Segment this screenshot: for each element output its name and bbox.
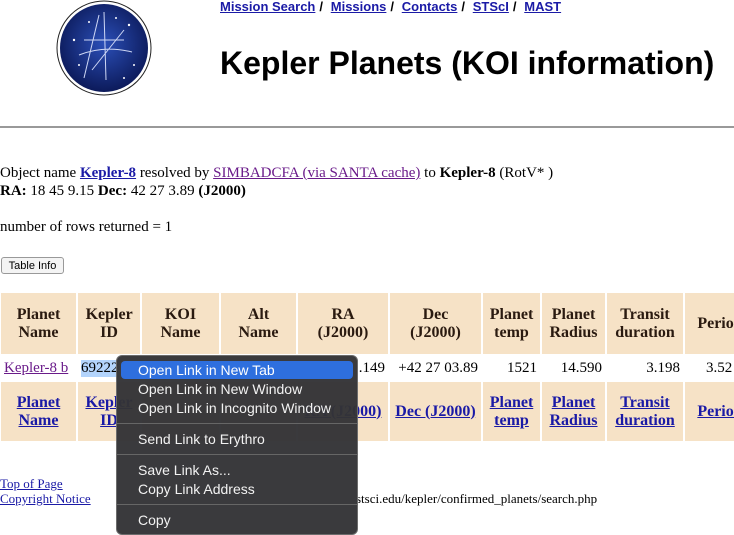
menu-item[interactable]: Open Link in Incognito Window [138, 400, 331, 416]
footer-cell: Transit duration [607, 382, 683, 441]
footer-cell: Period [685, 382, 734, 441]
data-cell: 1521 [483, 356, 540, 381]
sort-link[interactable]: Transit duration [615, 393, 675, 429]
footer-cell: Planet temp [483, 382, 540, 441]
menu-item[interactable]: Copy Link Address [138, 481, 255, 497]
sort-link[interactable]: Period [697, 402, 734, 420]
kepler-id: 69222 [81, 360, 119, 377]
sort-link[interactable]: Planet Name [16, 393, 61, 429]
header-cell: Planet Radius [542, 293, 605, 354]
footer-cell: Planet Name [1, 382, 76, 441]
object-type: (RotV* ) [499, 165, 554, 181]
footer-link[interactable]: Copyright Notice [0, 491, 91, 506]
nav-separator: / [319, 0, 323, 14]
logo [56, 0, 152, 96]
header-cell: Planet Name [1, 293, 76, 354]
header-label: Transit duration [615, 305, 675, 341]
header-label: Period [697, 314, 734, 332]
resolve-line: Object name Kepler-8 resolved by SIMBADC… [0, 165, 553, 182]
menu-item[interactable]: Copy [138, 512, 171, 528]
nav-link[interactable]: Mission Search [220, 0, 316, 14]
cell-value: +42 27 03.89 [398, 360, 478, 376]
nav-separator: / [512, 0, 517, 14]
planet-link[interactable]: Kepler-8 b [4, 360, 69, 376]
header-label: KOI Name [160, 305, 201, 341]
footer-link[interactable]: Top of Page [0, 476, 63, 491]
header-cell: Planet temp [483, 293, 540, 354]
nav-link[interactable]: Missions [330, 0, 387, 14]
menu-item[interactable]: Open Link in New Window [138, 381, 303, 397]
nav-link[interactable]: MAST [524, 0, 562, 14]
cell-value: 3.198 [646, 360, 680, 376]
sort-link[interactable]: Dec (J2000) [395, 402, 476, 420]
header-label: Planet Name [16, 305, 61, 341]
data-cell: Kepler-8 b [1, 356, 76, 381]
menu-separator [117, 423, 357, 424]
sort-link[interactable]: Planet temp [489, 393, 534, 429]
data-cell: .149 [298, 356, 388, 381]
header-cell: Kepler ID [78, 293, 140, 354]
header-cell: KOI Name [142, 293, 219, 354]
header-cell: Transit duration [607, 293, 683, 354]
menu-item[interactable]: Send Link to Erythro [138, 431, 265, 447]
context-menu: Open Link in New Tab Open Link in New Win… [116, 355, 358, 535]
url-text: stsci.edu/kepler/confirmed_planets/searc… [356, 491, 598, 506]
object-link[interactable]: Kepler-8 [79, 165, 137, 181]
header-label: Planet temp [489, 305, 534, 341]
data-cell: 3.52 [685, 356, 734, 381]
service-link[interactable]: SIMBADCFA (via SANTA cache) [213, 165, 421, 181]
page-title: Kepler Planets (KOI information) [220, 45, 715, 81]
footer-cell: Dec (J2000) [390, 382, 481, 441]
text: resolved by [139, 165, 210, 181]
menu-separator [117, 504, 357, 505]
header-label: RA (J2000) [317, 305, 369, 341]
header-cell: Alt Name [221, 293, 296, 354]
footer-cell: Planet Radius [542, 382, 605, 441]
epoch: (J2000) [198, 183, 246, 199]
menu-separator [117, 454, 357, 455]
label: Dec: [97, 183, 128, 199]
nav-link[interactable]: Contacts [401, 0, 458, 14]
header-cell: RA (J2000) [298, 293, 388, 354]
ra-value: 18 45 9.15 [30, 183, 95, 199]
coords-line: RA: 18 45 9.15 Dec: 42 27 3.89 (J2000) [0, 183, 246, 200]
table-info-button[interactable]: Table Info [1, 257, 64, 274]
data-cell: +42 27 03.89 [390, 356, 481, 381]
header-cell: Period [685, 293, 734, 354]
cell-value: 14.590 [560, 360, 602, 376]
header-label: Planet Radius [549, 305, 598, 341]
cell-value: 1521 [507, 360, 537, 376]
cell-value: 3.52 [706, 360, 733, 376]
menu-item[interactable]: Open Link in New Tab [121, 361, 353, 379]
nav-separator: / [461, 0, 465, 14]
resolved-name: Kepler-8 [439, 165, 496, 181]
text: Object name [0, 165, 77, 181]
label: RA: [0, 183, 27, 199]
cell-value: .149 [358, 360, 385, 376]
nav-link[interactable]: STScI [472, 0, 509, 14]
data-cell: 69222 [78, 356, 140, 381]
data-cell: 3.198 [607, 356, 683, 381]
header-cell: Dec (J2000) [390, 293, 481, 354]
data-cell: 14.590 [542, 356, 605, 381]
text: to [424, 165, 436, 181]
header-label: Alt Name [238, 305, 279, 341]
menu-item[interactable]: Save Link As... [138, 462, 231, 478]
dec-value: 42 27 3.89 [130, 183, 195, 199]
sort-link[interactable]: Planet Radius [549, 393, 598, 429]
header-label: Dec (J2000) [410, 305, 461, 341]
rows-returned: number of rows returned = 1 [0, 219, 173, 235]
header-label: Kepler ID [85, 305, 133, 341]
divider [0, 126, 734, 128]
nav-separator: / [390, 0, 394, 14]
nav-bar: Mission Search / Missions / Contacts / STSc… [220, 0, 561, 16]
